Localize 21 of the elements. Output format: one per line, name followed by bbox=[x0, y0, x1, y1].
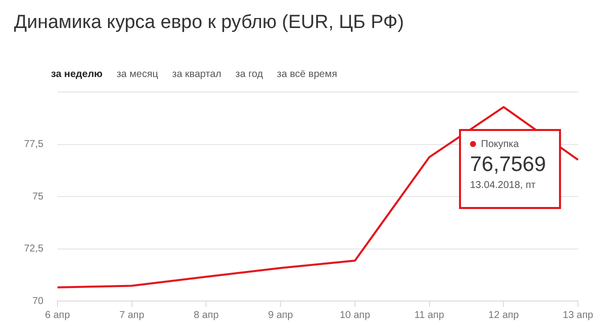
x-tick-label: 6 апр bbox=[45, 310, 70, 321]
y-tick-label: 75 bbox=[32, 191, 44, 202]
text: за год bbox=[235, 69, 263, 80]
annotation: 76,7569 bbox=[470, 152, 547, 177]
y-tick-label: 72,5 bbox=[24, 244, 44, 254]
y-tick-label: 77,5 bbox=[24, 139, 44, 150]
legend-label: Покупка bbox=[481, 138, 519, 150]
y-tick-label: 70 bbox=[32, 296, 44, 307]
x-tick-label: 13 апр bbox=[562, 310, 594, 321]
x-tick-label: 9 апр bbox=[268, 310, 294, 321]
text: за неделю bbox=[51, 69, 103, 80]
x-tick-label: 7 апр bbox=[119, 310, 145, 321]
x-tick-label: 8 апр bbox=[194, 310, 220, 321]
text: за квартал bbox=[172, 69, 222, 80]
x-tick-label: 11 апр bbox=[414, 310, 445, 321]
x-tick-label: 10 апр bbox=[340, 310, 371, 321]
text: за всё время bbox=[276, 69, 338, 80]
chart-title: Динамика курса евро к рублю (EUR, ЦБ РФ) bbox=[14, 12, 404, 34]
x-tick-label: 12 апр bbox=[488, 310, 520, 321]
text: за месяц bbox=[116, 69, 158, 80]
annotation: 13.04.2018, пт bbox=[470, 180, 537, 191]
